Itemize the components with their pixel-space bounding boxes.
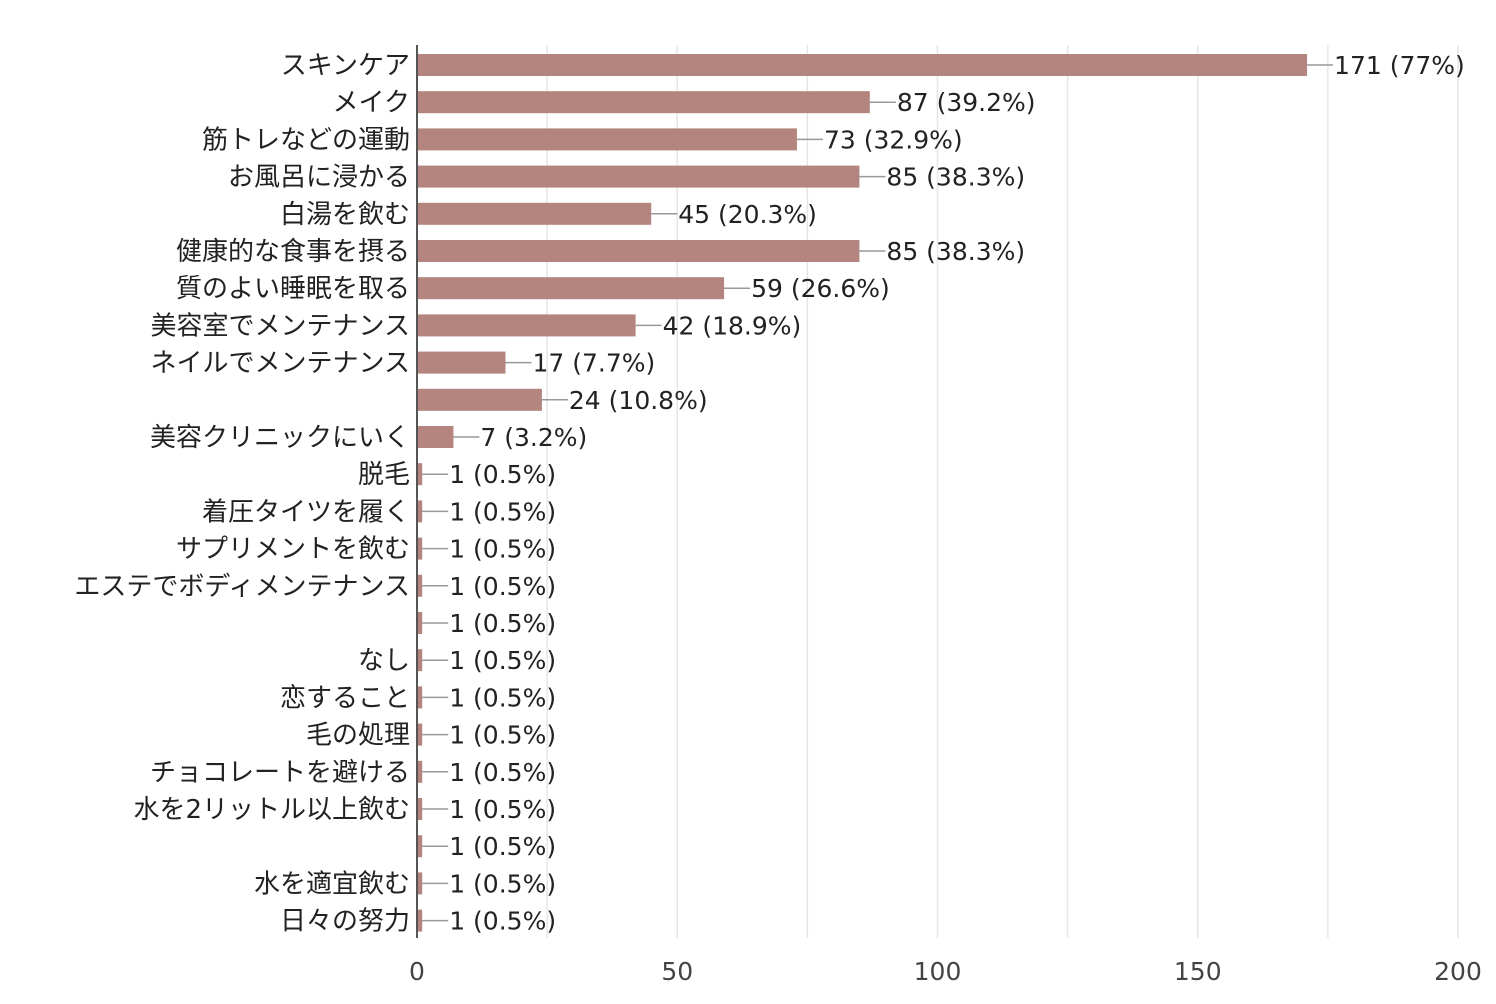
bar <box>417 835 423 858</box>
data-label: 85 (38.3%) <box>886 163 1025 192</box>
bar <box>417 54 1308 76</box>
data-label: 1 (0.5%) <box>449 683 556 712</box>
data-label: 24 (10.8%) <box>569 386 708 415</box>
data-label: 7 (3.2%) <box>480 423 587 452</box>
category-label: なし <box>358 646 410 676</box>
bar <box>417 128 797 151</box>
bar <box>417 872 423 895</box>
data-label: 1 (0.5%) <box>449 832 556 861</box>
bar <box>417 723 423 746</box>
bar <box>417 909 423 932</box>
category-label: 水を2リットル以上飲む <box>133 795 410 825</box>
category-label: チョコレートを避ける <box>150 758 410 788</box>
data-label: 171 (77%) <box>1334 51 1465 80</box>
category-label: 水を適宜飲む <box>254 869 410 899</box>
bar <box>417 500 423 523</box>
bar <box>417 165 860 188</box>
bar <box>417 612 423 634</box>
data-label: 1 (0.5%) <box>449 795 556 824</box>
data-label: 1 (0.5%) <box>449 646 556 675</box>
x-tick-labels: 0 50 100 150 200 <box>409 957 1482 986</box>
data-label: 87 (39.2%) <box>897 88 1036 117</box>
category-label: サプリメントを飲む <box>176 535 410 565</box>
data-label: 59 (26.6%) <box>751 274 890 303</box>
data-label: 1 (0.5%) <box>449 572 556 601</box>
data-label: 1 (0.5%) <box>449 907 556 936</box>
data-label: 45 (20.3%) <box>678 200 817 229</box>
data-label: 1 (0.5%) <box>449 609 556 638</box>
bar <box>417 686 423 709</box>
category-label: 美容室でメンテナンス <box>151 311 410 341</box>
category-label: ネイルでメンテナンス <box>151 349 410 379</box>
grid-lines <box>546 45 1459 938</box>
bar <box>417 314 636 337</box>
category-label: 美容クリニックにいく <box>150 423 410 453</box>
category-label: 恋すること <box>280 683 410 713</box>
bar <box>417 202 652 225</box>
category-label: 脱毛 <box>358 460 410 490</box>
category-label: 白湯を飲む <box>280 200 410 230</box>
bar <box>417 388 542 411</box>
bar <box>417 574 423 597</box>
value-labels: 171 (77%) 87 (39.2%) 73 (32.9%) 85 (38.3%) 4… <box>422 51 1465 936</box>
bar <box>417 426 454 448</box>
category-labels: スキンケアメイク筋トレなどの運動お風呂に浸かる白湯を飲む健康的な食事を摂る質のよ… <box>74 51 410 937</box>
bar <box>417 91 870 114</box>
category-label: 毛の処理 <box>306 721 410 751</box>
bar <box>417 760 423 783</box>
x-tick-label: 0 <box>409 957 425 986</box>
category-label: メイク <box>333 88 410 118</box>
data-label: 1 (0.5%) <box>449 721 556 750</box>
bars <box>417 54 1308 932</box>
data-label: 42 (18.9%) <box>663 311 802 340</box>
data-label: 1 (0.5%) <box>449 869 556 898</box>
data-label: 1 (0.5%) <box>449 460 556 489</box>
data-label: 73 (32.9%) <box>824 125 963 154</box>
bar <box>417 240 860 262</box>
category-label: 着圧タイツを履く <box>202 497 410 527</box>
category-label: 日々の努力 <box>280 907 410 937</box>
x-tick-label: 150 <box>1174 957 1222 986</box>
category-label: 健康的な食事を摂る <box>176 237 410 267</box>
x-tick-label: 100 <box>914 957 962 986</box>
category-label: お風呂に浸かる <box>228 163 410 193</box>
bar <box>417 351 506 374</box>
data-label: 85 (38.3%) <box>886 237 1025 266</box>
bar <box>417 649 423 672</box>
bar <box>417 798 423 820</box>
bar <box>417 277 725 300</box>
data-label: 17 (7.7%) <box>532 349 655 378</box>
x-tick-label: 200 <box>1434 957 1482 986</box>
category-label: スキンケア <box>281 51 410 81</box>
bar <box>417 463 423 486</box>
x-tick-label: 50 <box>661 957 693 986</box>
data-label: 1 (0.5%) <box>449 497 556 526</box>
data-label: 1 (0.5%) <box>449 758 556 787</box>
data-label: 1 (0.5%) <box>449 535 556 564</box>
bar <box>417 537 423 560</box>
category-label: 質のよい睡眠を取る <box>176 274 410 304</box>
category-label: 筋トレなどの運動 <box>202 125 410 155</box>
category-label: エステでボディメンテナンス <box>74 572 410 602</box>
